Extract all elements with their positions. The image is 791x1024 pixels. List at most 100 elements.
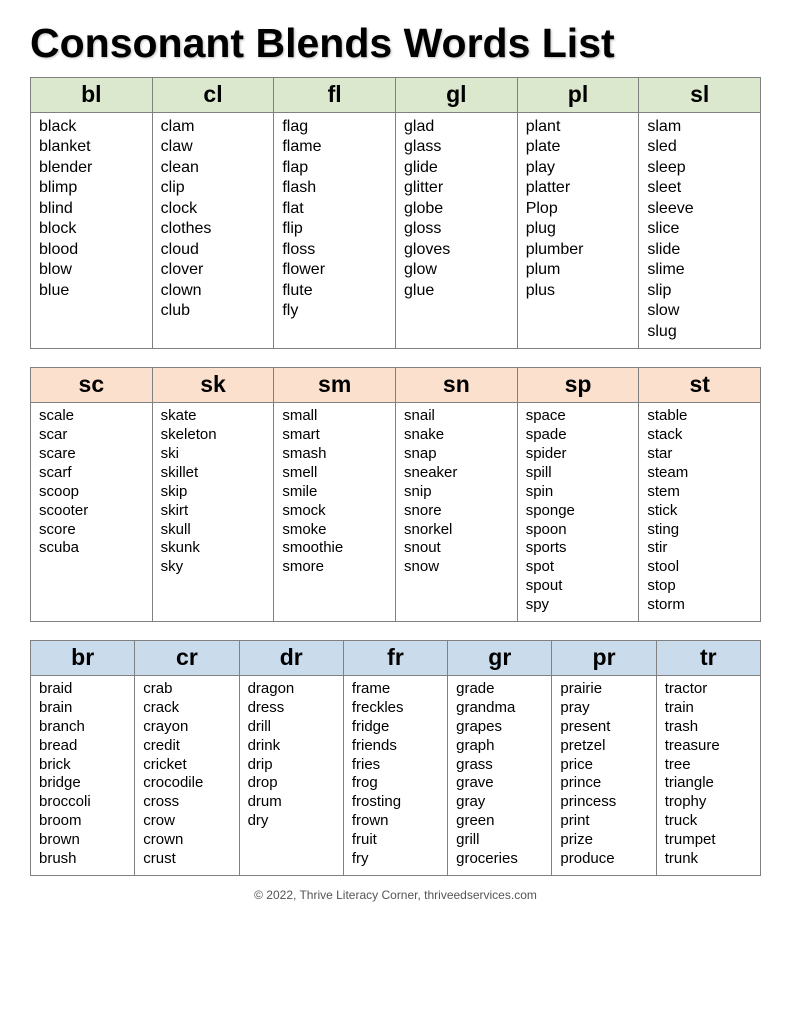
word: blimp bbox=[39, 178, 146, 198]
word: clothes bbox=[161, 219, 268, 239]
word: friends bbox=[352, 737, 441, 756]
column-sk: skskateskeletonskiskilletskipskirtskulls… bbox=[153, 368, 275, 621]
word: stool bbox=[647, 558, 754, 577]
word: drum bbox=[248, 793, 337, 812]
word: treasure bbox=[665, 737, 754, 756]
word: black bbox=[39, 117, 146, 137]
word: price bbox=[560, 756, 649, 775]
word: scoop bbox=[39, 483, 146, 502]
word: sleep bbox=[647, 158, 754, 178]
word: plug bbox=[526, 219, 633, 239]
word: flip bbox=[282, 219, 389, 239]
word: trunk bbox=[665, 850, 754, 869]
word: grill bbox=[456, 831, 545, 850]
word: present bbox=[560, 718, 649, 737]
word: braid bbox=[39, 680, 128, 699]
word: print bbox=[560, 812, 649, 831]
word: trash bbox=[665, 718, 754, 737]
words-tr: tractortraintrashtreasuretreetriangletro… bbox=[657, 676, 760, 875]
page-title: Consonant Blends Words List bbox=[30, 20, 761, 67]
word: brick bbox=[39, 756, 128, 775]
word: Plop bbox=[526, 199, 633, 219]
word: drill bbox=[248, 718, 337, 737]
word: prince bbox=[560, 774, 649, 793]
word: frown bbox=[352, 812, 441, 831]
word: block bbox=[39, 219, 146, 239]
word: globe bbox=[404, 199, 511, 219]
word: trophy bbox=[665, 793, 754, 812]
word: branch bbox=[39, 718, 128, 737]
word: spill bbox=[526, 464, 633, 483]
word: drip bbox=[248, 756, 337, 775]
word: smoke bbox=[282, 521, 389, 540]
word: clover bbox=[161, 260, 268, 280]
header-st: st bbox=[639, 368, 760, 403]
word: sleet bbox=[647, 178, 754, 198]
header-sm: sm bbox=[274, 368, 395, 403]
word: credit bbox=[143, 737, 232, 756]
word: sponge bbox=[526, 502, 633, 521]
word: play bbox=[526, 158, 633, 178]
word: slide bbox=[647, 240, 754, 260]
word: slip bbox=[647, 281, 754, 301]
word: triangle bbox=[665, 774, 754, 793]
word: produce bbox=[560, 850, 649, 869]
word: fry bbox=[352, 850, 441, 869]
word: slice bbox=[647, 219, 754, 239]
word: broom bbox=[39, 812, 128, 831]
word: clown bbox=[161, 281, 268, 301]
word: crayon bbox=[143, 718, 232, 737]
word: stir bbox=[647, 539, 754, 558]
column-sm: smsmallsmartsmashsmellsmilesmocksmokesmo… bbox=[274, 368, 396, 621]
column-sc: scscalescarscarescarfscoopscooterscoresc… bbox=[31, 368, 153, 621]
word: plus bbox=[526, 281, 633, 301]
word: slime bbox=[647, 260, 754, 280]
header-tr: tr bbox=[657, 641, 760, 676]
word: smile bbox=[282, 483, 389, 502]
word: glass bbox=[404, 137, 511, 157]
word: frog bbox=[352, 774, 441, 793]
word: sneaker bbox=[404, 464, 511, 483]
word: spout bbox=[526, 577, 633, 596]
word: snorkel bbox=[404, 521, 511, 540]
word: smart bbox=[282, 426, 389, 445]
word: grade bbox=[456, 680, 545, 699]
word: star bbox=[647, 445, 754, 464]
word: grass bbox=[456, 756, 545, 775]
word: stack bbox=[647, 426, 754, 445]
word: truck bbox=[665, 812, 754, 831]
word: snail bbox=[404, 407, 511, 426]
word: smore bbox=[282, 558, 389, 577]
word: snore bbox=[404, 502, 511, 521]
words-pr: prairiepraypresentpretzelpriceprinceprin… bbox=[552, 676, 655, 875]
word: snip bbox=[404, 483, 511, 502]
header-sk: sk bbox=[153, 368, 274, 403]
column-bl: blblackblanketblenderblimpblindblockbloo… bbox=[31, 78, 153, 348]
word: clean bbox=[161, 158, 268, 178]
word: spin bbox=[526, 483, 633, 502]
column-gl: glgladglassglideglitterglobeglossglovesg… bbox=[396, 78, 518, 348]
words-gl: gladglassglideglitterglobeglossglovesglo… bbox=[396, 113, 517, 348]
word: plumber bbox=[526, 240, 633, 260]
word: blow bbox=[39, 260, 146, 280]
word: plate bbox=[526, 137, 633, 157]
word: clip bbox=[161, 178, 268, 198]
column-sn: snsnailsnakesnapsneakersnipsnoresnorkels… bbox=[396, 368, 518, 621]
word: glide bbox=[404, 158, 511, 178]
words-st: stablestackstarsteamstemstickstingstirst… bbox=[639, 403, 760, 621]
word: drink bbox=[248, 737, 337, 756]
word: scare bbox=[39, 445, 146, 464]
word: blood bbox=[39, 240, 146, 260]
words-br: braidbrainbranchbreadbrickbridgebroccoli… bbox=[31, 676, 134, 875]
word: floss bbox=[282, 240, 389, 260]
word: skeleton bbox=[161, 426, 268, 445]
word: spot bbox=[526, 558, 633, 577]
word: bread bbox=[39, 737, 128, 756]
word: stable bbox=[647, 407, 754, 426]
header-sl: sl bbox=[639, 78, 760, 113]
word: prairie bbox=[560, 680, 649, 699]
words-cl: clamclawcleanclipclockclothescloudclover… bbox=[153, 113, 274, 348]
word: pray bbox=[560, 699, 649, 718]
word: scuba bbox=[39, 539, 146, 558]
word: cross bbox=[143, 793, 232, 812]
